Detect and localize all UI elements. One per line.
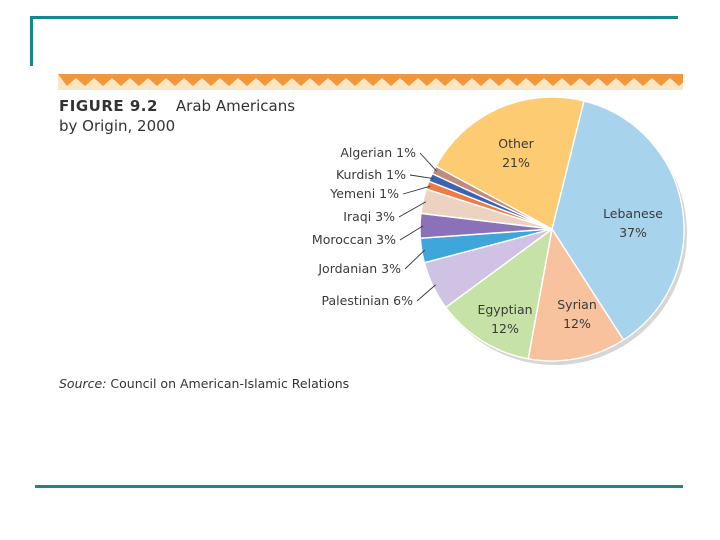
- pie-label-value: 12%: [563, 316, 591, 331]
- pie-label-name: Other: [498, 136, 534, 151]
- pie-slice-syrian: [527, 227, 625, 362]
- pie-label-name: Egyptian: [477, 302, 532, 317]
- figure-title-line2: by Origin, 2000: [59, 117, 176, 135]
- pie-label-yemeni: Yemeni 1%: [329, 186, 399, 201]
- pie-slice-other: [434, 96, 585, 231]
- pie-label-jordanian: Jordanian 3%: [317, 261, 401, 276]
- pie-label-algerian: Algerian 1%: [340, 145, 416, 160]
- leader-line-iraqi: [398, 201, 427, 218]
- pie-label-name: Lebanese: [603, 206, 663, 221]
- leader-line-algerian: [419, 152, 437, 172]
- figure-title-line1: Arab Americans: [175, 97, 296, 115]
- source-note: Source: Council on American-Islamic Rela…: [59, 376, 349, 391]
- source-text: Council on American-Islamic Relations: [110, 376, 350, 391]
- pie-label-value: 37%: [619, 225, 647, 240]
- figure-title: FIGURE 9.2 Arab Americans by Origin, 2000: [59, 96, 295, 136]
- pie-slice-egyptian: [444, 227, 554, 360]
- pie-label-iraqi: Iraqi 3%: [343, 209, 395, 224]
- leader-line-yemeni: [402, 185, 431, 195]
- pie-label-palestinian: Palestinian 6%: [322, 293, 414, 308]
- leader-line-moroccan: [399, 225, 424, 241]
- leader-line-palestinian: [416, 284, 436, 302]
- pie-label-other: Other 21%: [498, 136, 534, 170]
- pie-label-kurdish: Kurdish 1%: [336, 167, 406, 182]
- pie-label-syrian: Syrian 12%: [557, 297, 597, 331]
- leader-line-jordanian: [404, 249, 426, 270]
- zigzag-banner: [58, 74, 683, 90]
- leader-line-kurdish: [409, 174, 434, 180]
- source-label: Source:: [59, 376, 107, 391]
- pie-label-name: Syrian: [557, 297, 597, 312]
- pie-label-value: 21%: [502, 155, 530, 170]
- pie-label-moroccan: Moroccan 3%: [312, 232, 396, 247]
- bottom-accent-line: [35, 485, 683, 488]
- zigzag-stripe: [58, 74, 683, 86]
- left-accent-line: [30, 16, 33, 66]
- pie-label-egyptian: Egyptian 12%: [477, 302, 532, 336]
- pie-label-lebanese: Lebanese 37%: [603, 206, 663, 240]
- figure-number: FIGURE 9.2: [59, 97, 158, 115]
- top-accent-line: [30, 16, 678, 19]
- pie-label-value: 12%: [491, 321, 519, 336]
